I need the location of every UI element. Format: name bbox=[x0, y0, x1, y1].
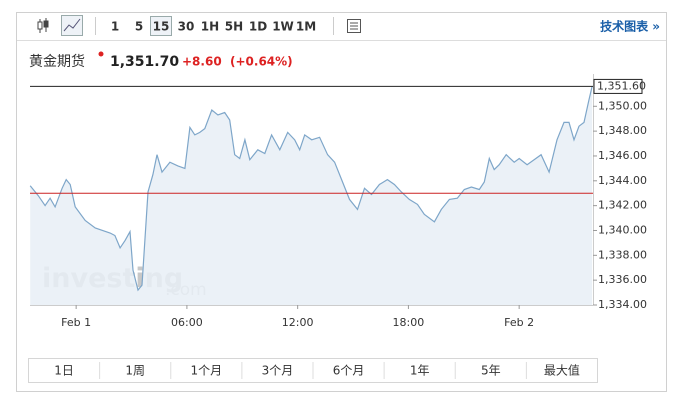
range-button[interactable]: 1日 bbox=[54, 364, 74, 378]
interval-button[interactable]: 5H bbox=[225, 20, 243, 34]
y-tick-label: 1,334.00 bbox=[598, 298, 647, 311]
status-dot bbox=[98, 51, 104, 57]
interval-button[interactable]: 1W bbox=[272, 20, 294, 34]
table-icon[interactable] bbox=[347, 19, 361, 33]
x-tick-label: Feb 1 bbox=[61, 316, 91, 329]
x-tick-label: 18:00 bbox=[393, 316, 425, 329]
x-tick-label: 12:00 bbox=[282, 316, 314, 329]
chart-link[interactable]: 技术图表 » bbox=[600, 19, 660, 34]
y-tick-label: 1,336.00 bbox=[598, 273, 647, 286]
y-tick-label: 1,348.00 bbox=[598, 124, 647, 137]
candle-icon[interactable] bbox=[37, 18, 49, 33]
range-button[interactable]: 1周 bbox=[125, 364, 145, 378]
interval-button[interactable]: 1M bbox=[296, 20, 316, 34]
range-button[interactable]: 1年 bbox=[410, 364, 430, 378]
range-button[interactable]: 6个月 bbox=[333, 364, 365, 378]
y-tick-label: 1,344.00 bbox=[598, 174, 647, 187]
interval-button[interactable]: 30 bbox=[178, 20, 195, 34]
y-tick-label: 1,346.00 bbox=[598, 149, 647, 162]
y-tick-label: 1,340.00 bbox=[598, 223, 647, 236]
price-line bbox=[29, 86, 593, 292]
range-button[interactable]: 最大值 bbox=[544, 363, 580, 378]
area-fill bbox=[30, 86, 593, 306]
range-button[interactable]: 3个月 bbox=[262, 364, 294, 378]
interval-button[interactable]: 5 bbox=[135, 20, 143, 34]
price: 1,351.70 bbox=[110, 54, 179, 70]
interval-button[interactable]: 1D bbox=[249, 20, 267, 34]
change: +8.60 bbox=[182, 55, 222, 69]
y-tick-label: 1,338.00 bbox=[598, 248, 647, 261]
x-tick-label: 06:00 bbox=[171, 316, 203, 329]
interval-selected bbox=[150, 16, 172, 36]
y-tick-label: 1,350.00 bbox=[598, 99, 647, 112]
interval-button[interactable]: 1H bbox=[201, 20, 219, 34]
instrument-name: 黄金期货 bbox=[29, 53, 85, 70]
y-tick-label: 1,342.00 bbox=[598, 199, 647, 212]
range-button[interactable]: 5年 bbox=[481, 364, 501, 378]
range-button[interactable]: 1个月 bbox=[190, 364, 222, 378]
interval-button[interactable]: 15 bbox=[153, 20, 170, 34]
last-price-label: 1,351.60 bbox=[597, 79, 646, 92]
last-price-box bbox=[593, 78, 643, 94]
change-pct: (+0.64%) bbox=[230, 55, 293, 69]
interval-button[interactable]: 1 bbox=[111, 20, 119, 34]
x-tick-label: Feb 2 bbox=[504, 316, 534, 329]
line-icon[interactable] bbox=[61, 15, 83, 36]
